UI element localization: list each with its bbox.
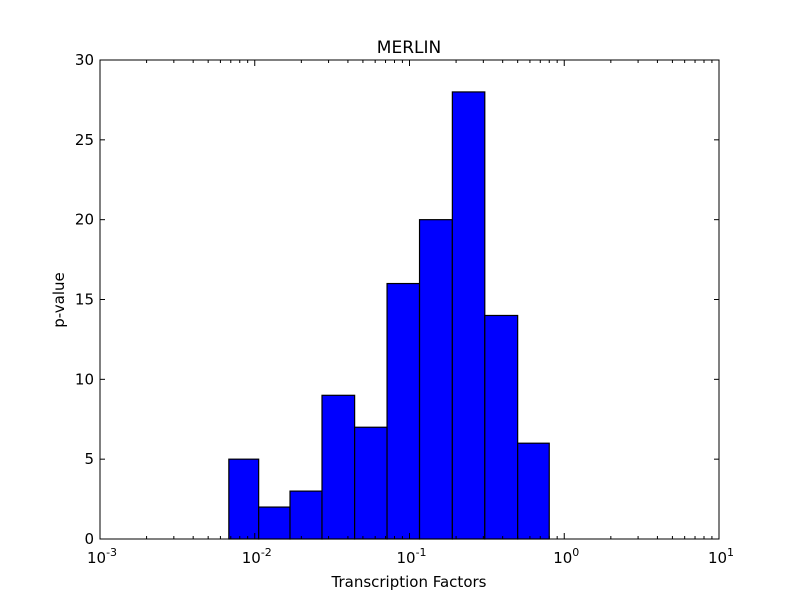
x-axis-label: Transcription Factors [331,573,487,591]
x-tick-label: 10-3 [87,546,117,567]
histogram-bar-8 [451,91,486,540]
chart-title: MERLIN [377,38,441,58]
histogram-bar-6 [386,282,421,540]
y-tick-label: 30 [75,51,94,69]
histogram-bar-9 [484,314,519,540]
histogram-bar-10 [517,442,550,540]
histogram-bar-5 [354,426,388,540]
histogram-bar-7 [418,219,453,540]
y-tick-label: 5 [84,450,94,468]
histogram-bar-4 [321,394,356,540]
x-tick-label: 101 [708,546,734,567]
histogram-bar-1 [228,458,260,540]
x-tick-label: 100 [553,546,579,567]
y-tick-label: 10 [75,370,94,388]
histogram-bar-3 [289,490,323,540]
y-tick-label: 15 [75,291,94,309]
bars-layer [131,91,550,540]
y-tick-label: 0 [84,530,94,548]
x-tick-label: 10-2 [242,546,272,567]
y-tick-label: 25 [75,131,94,149]
y-axis-label: p-value [50,272,68,328]
ticks-layer: 0 5 10 15 20 25 30 10-3 10-2 10-1 100 101 [75,51,734,567]
y-tick-label: 20 [75,211,94,229]
x-tick-label: 10-1 [396,546,426,567]
histogram-bar-2 [258,506,291,540]
